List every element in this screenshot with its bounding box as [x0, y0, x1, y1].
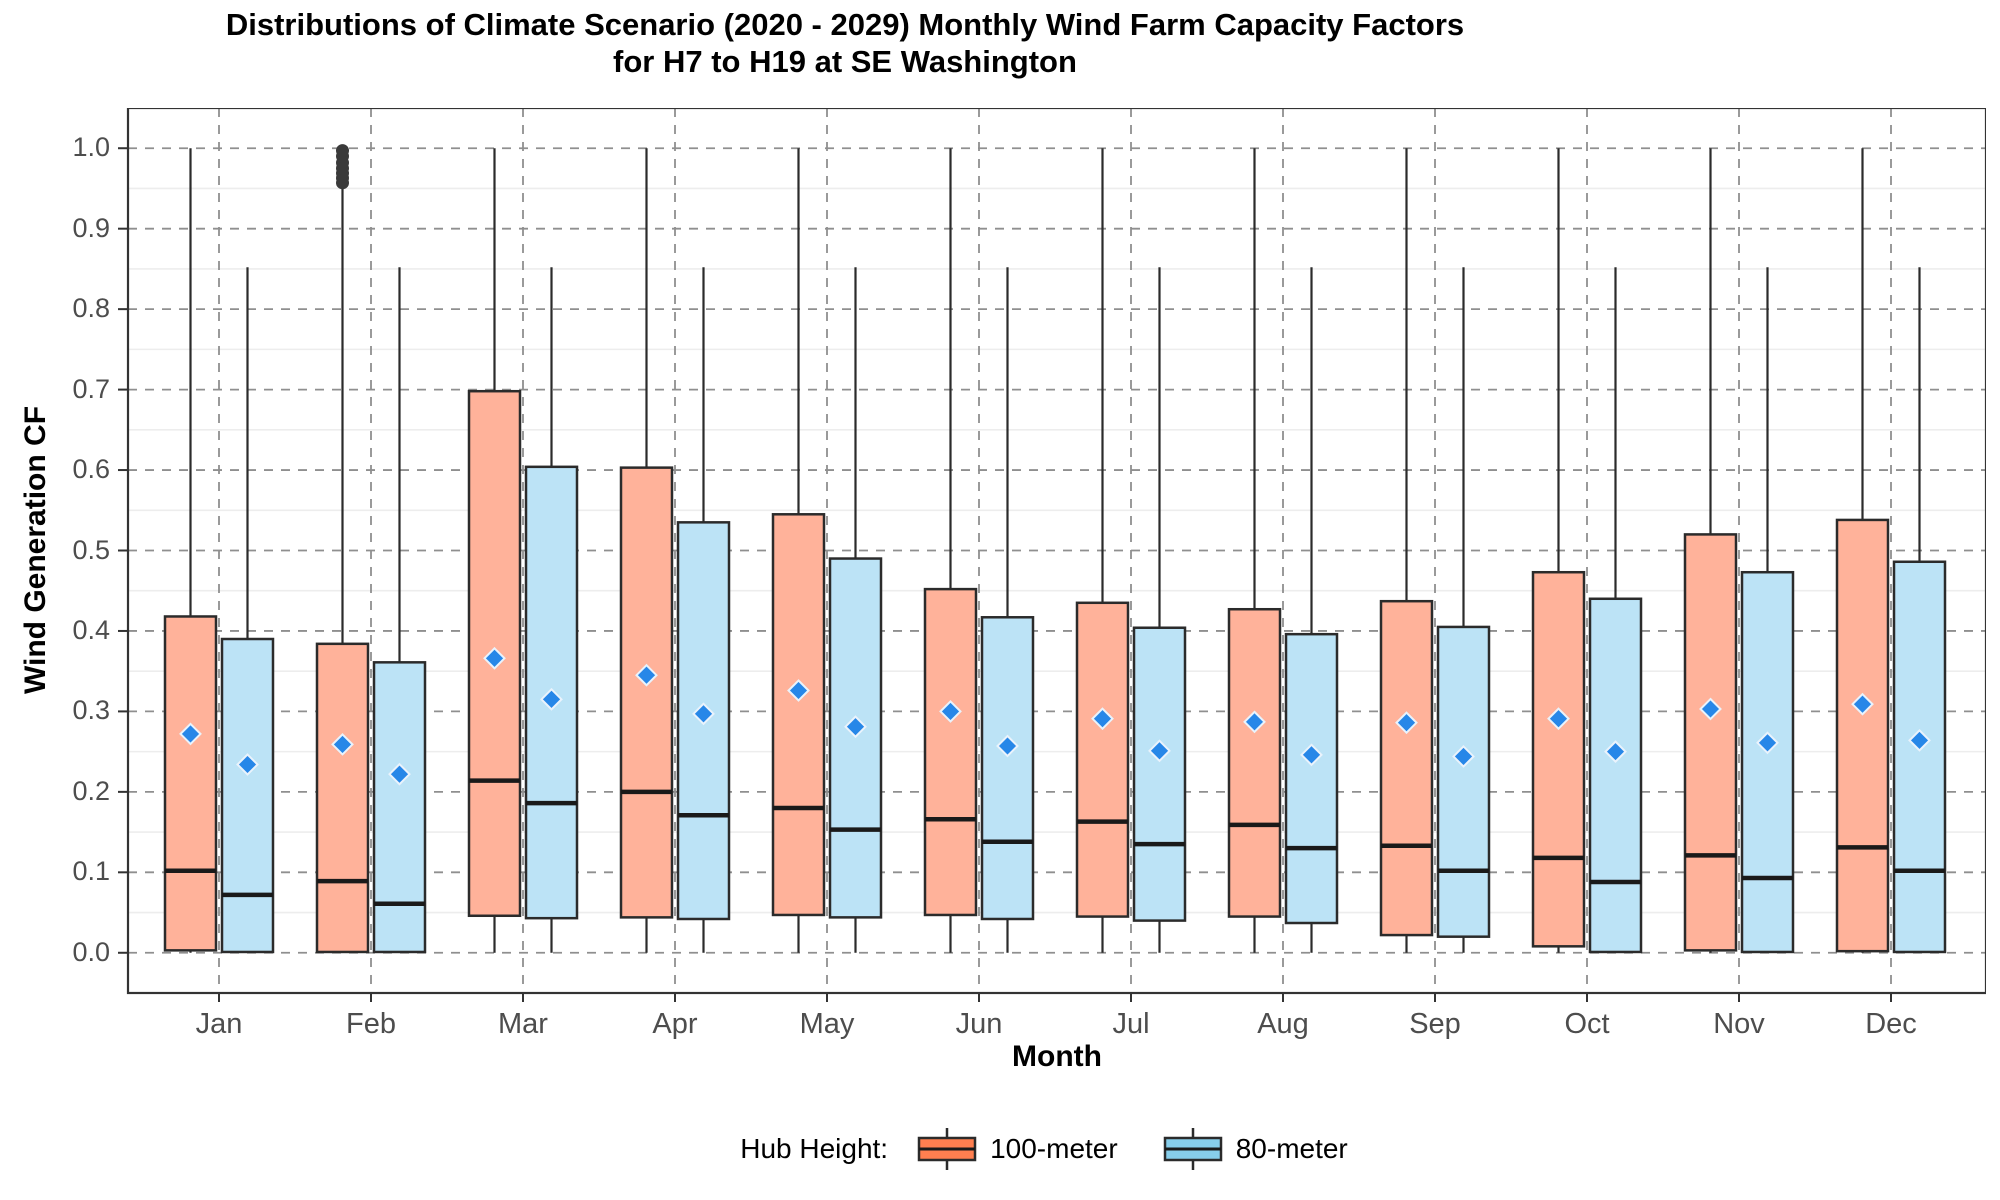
x-axis-title: Month — [1012, 1040, 1102, 1073]
box-80-meter-Aug — [1284, 632, 1339, 925]
legend: Hub Height: 100-meter 80-meter — [128, 1118, 1986, 1180]
chart-title-line1: Distributions of Climate Scenario (2020 … — [225, 7, 1465, 42]
box-80-meter-Aug-mean-diamond — [1300, 743, 1323, 767]
box-100-meter-Mar-mean-diamond — [483, 646, 506, 670]
box-80-meter-Dec — [1892, 560, 1947, 954]
box-80-meter-Oct-mean-diamond — [1604, 740, 1627, 764]
box-80-meter-Jul-mean-diamond — [1148, 739, 1171, 763]
box-100-meter-Dec-mean-diamond — [1851, 692, 1874, 716]
boxplot-panel — [118, 108, 1986, 1002]
y-tick-label: 0.2 — [72, 775, 110, 806]
y-tick-label: 1.0 — [72, 132, 110, 163]
box-100-meter-Oct-mean-diamond — [1547, 707, 1570, 731]
box-80-meter-Jan-mean-diamond — [236, 753, 259, 776]
box-100-meter-Apr-mean-diamond — [635, 663, 658, 687]
legend-title: Hub Height: — [740, 1133, 889, 1164]
box-100-meter-Nov — [1683, 533, 1738, 952]
box-80-meter-Dec-mean-diamond — [1908, 728, 1931, 752]
legend-item-80m: 80-meter — [1162, 1126, 1348, 1172]
box-100-meter-Sep — [1379, 599, 1434, 937]
box-100-meter-May — [771, 513, 826, 917]
legend-label-100m: 100-meter — [990, 1133, 1118, 1164]
box-100-meter-Jul — [1075, 601, 1130, 918]
box-80-meter-Sep-mean-diamond — [1452, 745, 1475, 768]
x-tick-label-Mar: Mar — [498, 1008, 548, 1040]
chart-title: Distributions of Climate Scenario (2020 … — [0, 6, 1690, 80]
x-tick-label-Jan: Jan — [195, 1008, 243, 1040]
box-80-meter-Jun-mean-diamond — [996, 734, 1019, 758]
x-tick-label-Aug: Aug — [1257, 1008, 1309, 1040]
y-tick-label: 0.0 — [72, 936, 110, 967]
box-100-meter-Dec — [1835, 518, 1890, 953]
y-tick-label: 0.7 — [72, 373, 110, 404]
box-80-meter-Jun — [980, 616, 1035, 921]
x-tick-label-Jun: Jun — [955, 1008, 1003, 1040]
box-100-meter-May-mean-diamond — [787, 679, 810, 702]
x-tick-label-Sep: Sep — [1409, 1008, 1461, 1040]
box-100-meter-Oct — [1531, 570, 1586, 948]
box-80-meter-Feb — [372, 661, 427, 954]
y-tick-label: 0.4 — [72, 614, 110, 645]
legend-label-80m: 80-meter — [1235, 1133, 1348, 1164]
box-100-meter-Feb-outlier — [336, 144, 349, 158]
y-tick-label: 0.1 — [72, 856, 110, 887]
x-tick-label-Apr: Apr — [652, 1008, 698, 1040]
box-100-meter-Sep-mean-diamond — [1395, 711, 1418, 735]
box-100-meter-Aug — [1227, 607, 1282, 918]
y-tick-label: 0.5 — [72, 534, 110, 565]
box-80-meter-Mar-mean-diamond — [540, 687, 563, 711]
y-tick-label: 0.3 — [72, 695, 110, 726]
panel-border — [126, 108, 1986, 995]
box-80-meter-Apr-mean-diamond — [692, 702, 715, 726]
boxplot-key-icon — [1163, 1128, 1222, 1170]
x-tick-label-Nov: Nov — [1713, 1008, 1765, 1040]
chart-title-line2: for H7 to H19 at SE Washington — [613, 44, 1077, 80]
box-80-meter-Feb-mean-diamond — [388, 762, 411, 786]
box-100-meter-Feb-mean-diamond — [331, 732, 354, 756]
box-100-meter-Jun-mean-diamond — [939, 699, 962, 723]
y-tick-label: 0.9 — [72, 212, 110, 243]
x-tick-label-Feb: Feb — [346, 1008, 396, 1040]
box-100-meter-Feb — [315, 642, 370, 954]
box-80-meter-May-mean-diamond — [844, 715, 867, 739]
y-tick-label: 0.8 — [72, 293, 110, 324]
box-80-meter-Jul — [1132, 626, 1187, 922]
x-tick-label-Jul: Jul — [1112, 1008, 1150, 1040]
box-80-meter-Oct — [1588, 597, 1643, 954]
box-80-meter-Sep — [1436, 625, 1491, 938]
x-tick-label-Oct: Oct — [1564, 1008, 1610, 1040]
boxplot-key-icon — [917, 1128, 977, 1170]
box-100-meter-Apr — [619, 466, 674, 919]
box-80-meter-Nov-mean-diamond — [1756, 731, 1779, 755]
box-80-meter-Nov — [1740, 570, 1795, 954]
box-100-meter-Aug-mean-diamond — [1243, 710, 1266, 734]
box-100-meter-Nov-mean-diamond — [1699, 697, 1722, 721]
x-tick-label-May: May — [799, 1008, 855, 1040]
box-80-meter-Jan — [220, 637, 275, 954]
box-100-meter-Jan — [163, 615, 218, 952]
legend-item-100m: 100-meter — [916, 1126, 1118, 1172]
y-tick-label: 0.6 — [72, 454, 110, 485]
box-100-meter-Jul-mean-diamond — [1091, 707, 1114, 731]
box-100-meter-Jan-mean-diamond — [179, 722, 202, 746]
x-tick-label-Dec: Dec — [1865, 1008, 1917, 1040]
box-100-meter-Jun — [923, 587, 978, 917]
